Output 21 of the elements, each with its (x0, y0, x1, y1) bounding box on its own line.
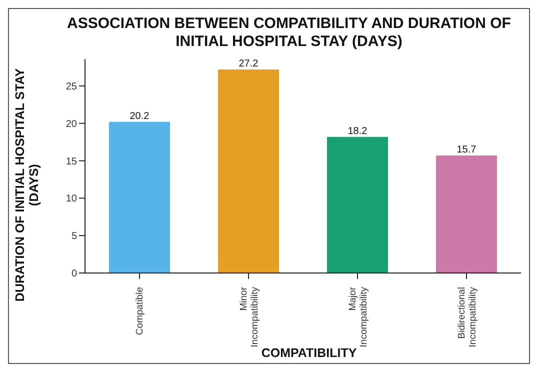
y-tick-label: 15 (66, 156, 78, 168)
data-label: 18.2 (348, 126, 368, 137)
y-tick-label: 0 (71, 268, 78, 280)
bar (436, 156, 497, 273)
x-tick-label: Minor Incompatibility (238, 286, 260, 348)
y-axis-title: DURATION OF INITIAL HOSPITAL STAY (DAYS) (13, 67, 42, 304)
y-tick-label: 25 (66, 81, 78, 92)
data-label: 15.7 (456, 144, 477, 156)
x-tick-label: Compatible (134, 287, 146, 336)
chart-title: ASSOCIATION BETWEEN COMPATIBILITY AND DURATION OF INITIAL HOSPITAL STAY (DAYS) (66, 15, 512, 51)
bar (326, 136, 388, 273)
data-label: 27.2 (238, 58, 259, 70)
x-tick-label: Major Incompatibility (348, 286, 370, 348)
x-tick-label: Bidirectional Incompatibility (456, 286, 478, 348)
bar (218, 69, 279, 273)
data-label: 20.2 (130, 110, 150, 122)
bar (108, 122, 170, 273)
y-tick-label: 10 (66, 194, 78, 205)
y-tick-label: 20 (66, 118, 78, 130)
x-axis-title: COMPATIBILITY (260, 346, 358, 360)
y-tick-label: 5 (71, 231, 78, 242)
